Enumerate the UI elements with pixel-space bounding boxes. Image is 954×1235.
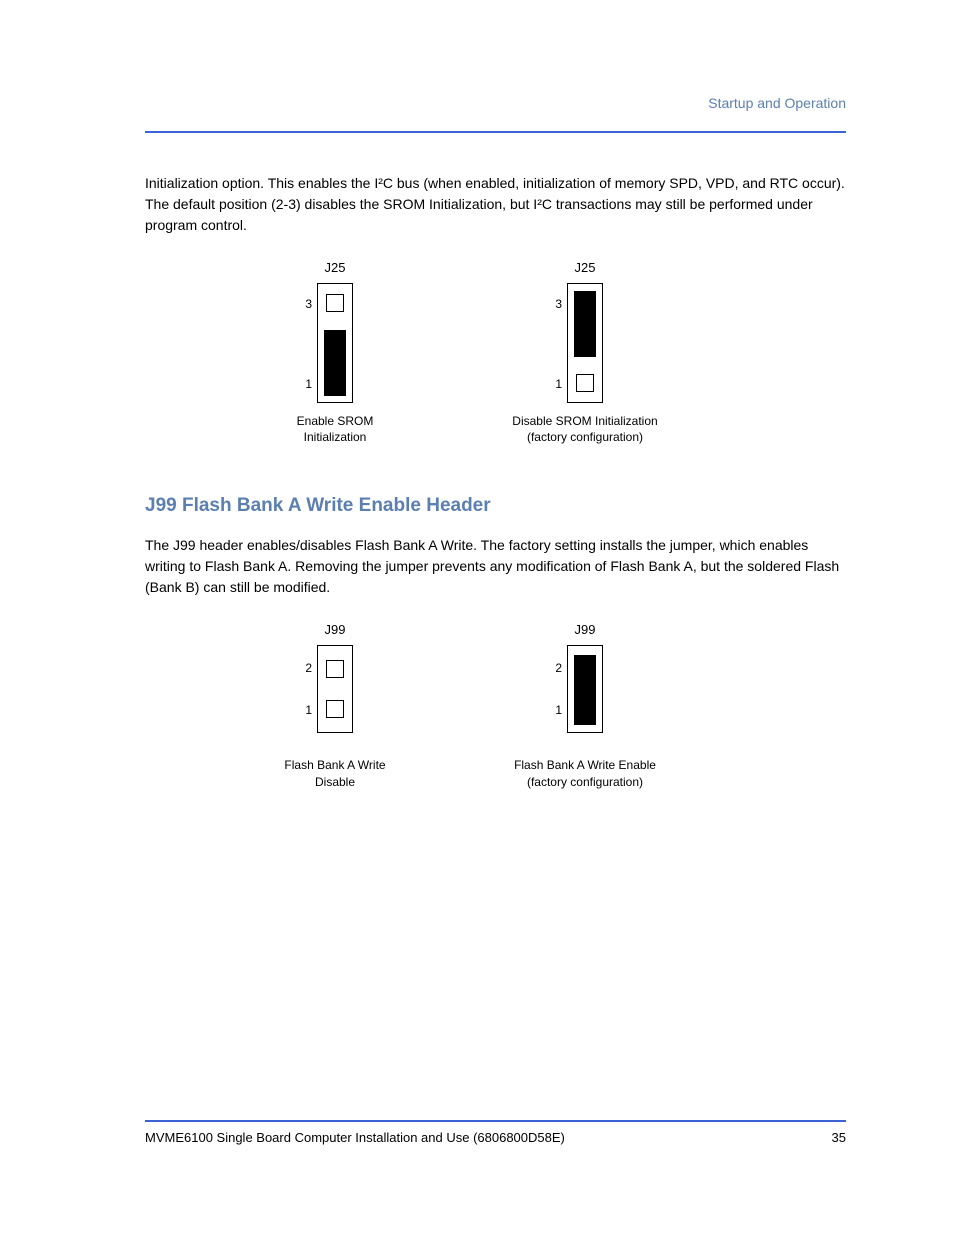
caption-line1: Flash Bank A Write Enable — [514, 758, 656, 772]
figure-j99-disable: J99 2 1 Flash Bank A Write Disable — [235, 622, 435, 789]
jumper-diagram: 3 1 — [317, 283, 353, 403]
pin-label-top: 3 — [305, 297, 312, 311]
pin-label-top: 2 — [555, 661, 562, 675]
footer-doc-title: MVME6100 Single Board Computer Installat… — [145, 1130, 565, 1145]
jumper-diagram: 2 1 — [567, 645, 603, 733]
section-heading-j99: J99 Flash Bank A Write Enable Header — [145, 495, 846, 517]
caption-line1: Flash Bank A Write — [284, 758, 385, 772]
figure-row-j25: J25 3 1 Enable SROM Initialization J25 3… — [235, 260, 846, 445]
jumper-diagram: 3 1 — [567, 283, 603, 403]
jumper-shunt — [574, 655, 596, 725]
jumper-pin-open — [576, 374, 594, 392]
caption-line1: Disable SROM Initialization — [512, 414, 657, 428]
jumper-label: J99 — [325, 622, 346, 637]
header-rule — [145, 131, 846, 133]
caption-line2: Disable — [315, 775, 355, 789]
caption-line2: (factory configuration) — [527, 430, 643, 444]
pin-label-bottom: 1 — [555, 703, 562, 717]
breadcrumb: Startup and Operation — [708, 95, 846, 111]
jumper-shunt — [574, 291, 596, 357]
jumper-pin-open — [326, 294, 344, 312]
header: Startup and Operation — [145, 95, 846, 125]
jumper-diagram: 2 1 — [317, 645, 353, 733]
pin-label-top: 2 — [305, 661, 312, 675]
paragraph-2: The J99 header enables/disables Flash Ba… — [145, 535, 846, 598]
jumper-label: J25 — [575, 260, 596, 275]
footer: MVME6100 Single Board Computer Installat… — [145, 1120, 846, 1145]
jumper-pin-open — [326, 700, 344, 718]
figure-caption: Disable SROM Initialization (factory con… — [485, 413, 685, 445]
figure-caption: Enable SROM Initialization — [235, 413, 435, 445]
figure-j99-enable: J99 2 1 Flash Bank A Write Enable (facto… — [485, 622, 685, 789]
paragraph-1: Initialization option. This enables the … — [145, 173, 846, 236]
jumper-shunt — [324, 330, 346, 396]
footer-rule — [145, 1120, 846, 1122]
jumper-label: J25 — [325, 260, 346, 275]
jumper-pin-open — [326, 660, 344, 678]
jumper-label: J99 — [575, 622, 596, 637]
footer-row: MVME6100 Single Board Computer Installat… — [145, 1130, 846, 1145]
figure-row-j99: J99 2 1 Flash Bank A Write Disable J99 2… — [235, 622, 846, 789]
figure-j25-disable: J25 3 1 Disable SROM Initialization (fac… — [485, 260, 685, 445]
jumper-body: 2 1 — [317, 645, 353, 733]
jumper-body: 2 1 — [567, 645, 603, 733]
caption-line2: (factory configuration) — [527, 775, 643, 789]
pin-label-bottom: 1 — [305, 703, 312, 717]
figure-caption: Flash Bank A Write Disable — [235, 757, 435, 789]
pin-label-bottom: 1 — [305, 377, 312, 391]
jumper-body: 3 1 — [317, 283, 353, 403]
page-content: Startup and Operation Initialization opt… — [145, 95, 846, 1135]
caption-line1: Enable SROM — [297, 414, 374, 428]
caption-line2: Initialization — [304, 430, 367, 444]
figure-caption: Flash Bank A Write Enable (factory confi… — [485, 757, 685, 789]
pin-label-top: 3 — [555, 297, 562, 311]
figure-j25-enable: J25 3 1 Enable SROM Initialization — [235, 260, 435, 445]
jumper-body: 3 1 — [567, 283, 603, 403]
footer-page-number: 35 — [832, 1130, 846, 1145]
pin-label-bottom: 1 — [555, 377, 562, 391]
